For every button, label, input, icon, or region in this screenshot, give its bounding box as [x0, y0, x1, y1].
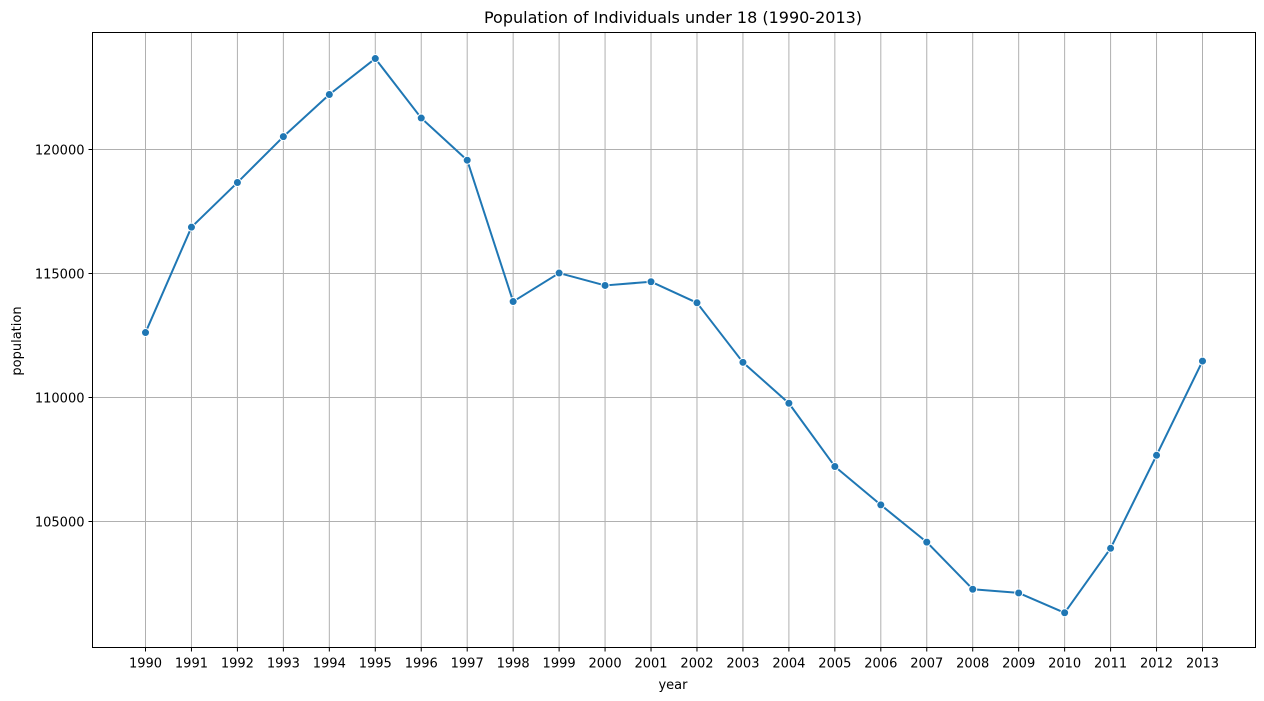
plot-frame — [92, 32, 1256, 648]
data-point-marker — [1198, 356, 1207, 366]
x-tick-label: 2009 — [1002, 657, 1035, 672]
chart-title: Population of Individuals under 18 (1990… — [484, 8, 862, 27]
data-point-marker — [968, 584, 978, 594]
x-tick-label: 2008 — [956, 657, 989, 672]
data-point-marker — [830, 461, 840, 471]
data-point-marker — [738, 357, 748, 367]
x-tick-label: 1995 — [359, 657, 392, 672]
series-layer — [141, 54, 1207, 618]
x-tick-label: 2003 — [726, 657, 759, 672]
x-tick-label: 2011 — [1094, 657, 1127, 672]
x-tick-label: 1993 — [267, 657, 300, 672]
x-tick-label: 2012 — [1140, 657, 1173, 672]
x-tick-label: 1990 — [129, 657, 162, 672]
x-tick-label: 1997 — [451, 657, 484, 672]
data-point-marker — [784, 398, 794, 408]
x-tick-label: 1991 — [175, 657, 208, 672]
y-tick-label: 105000 — [35, 516, 85, 531]
data-point-marker — [141, 328, 150, 338]
data-point-marker — [1060, 608, 1070, 618]
x-tick-label: 2005 — [818, 657, 851, 672]
data-point-marker — [462, 155, 472, 165]
data-point-marker — [1106, 543, 1116, 553]
data-point-marker — [600, 280, 610, 290]
data-point-marker — [646, 277, 656, 287]
x-tick-label: 2007 — [910, 657, 943, 672]
x-axis-label: year — [658, 678, 688, 693]
data-point-marker — [1014, 588, 1024, 598]
data-point-marker — [692, 298, 702, 308]
data-point-marker — [232, 178, 242, 188]
x-tick-label: 1998 — [497, 657, 530, 672]
population-series-line — [144, 57, 1204, 614]
data-point-marker — [508, 297, 518, 307]
data-point-marker — [922, 537, 932, 547]
y-tick-label: 120000 — [35, 144, 85, 159]
x-tick-label: 2013 — [1186, 657, 1219, 672]
data-point-marker — [554, 268, 564, 278]
y-tick-label: 110000 — [35, 392, 85, 407]
x-tick-label: 2006 — [864, 657, 897, 672]
x-tick-label: 2001 — [634, 657, 667, 672]
data-point-marker — [324, 90, 334, 99]
data-point-marker — [186, 222, 196, 232]
x-tick-label: 2004 — [772, 657, 805, 672]
y-axis-label: population — [10, 306, 25, 375]
data-point-marker — [876, 500, 886, 510]
tick-layer: 1990 1991 1992 1993 1994 1995 1996 1997 1998 1999… — [35, 144, 1219, 672]
data-point-marker — [416, 113, 426, 123]
x-tick-label: 1994 — [313, 657, 346, 672]
x-tick-label: 2000 — [589, 657, 622, 672]
x-tick-label: 2010 — [1048, 657, 1081, 672]
grid-layer — [92, 32, 1256, 648]
x-tick-label: 1996 — [405, 657, 438, 672]
data-point-marker — [370, 54, 380, 64]
x-tick-label: 1992 — [221, 657, 254, 672]
x-tick-label: 1999 — [543, 657, 576, 672]
data-point-marker — [1152, 450, 1162, 460]
data-point-marker — [278, 132, 288, 142]
y-tick-label: 115000 — [35, 268, 85, 283]
x-tick-label: 2002 — [680, 657, 713, 672]
